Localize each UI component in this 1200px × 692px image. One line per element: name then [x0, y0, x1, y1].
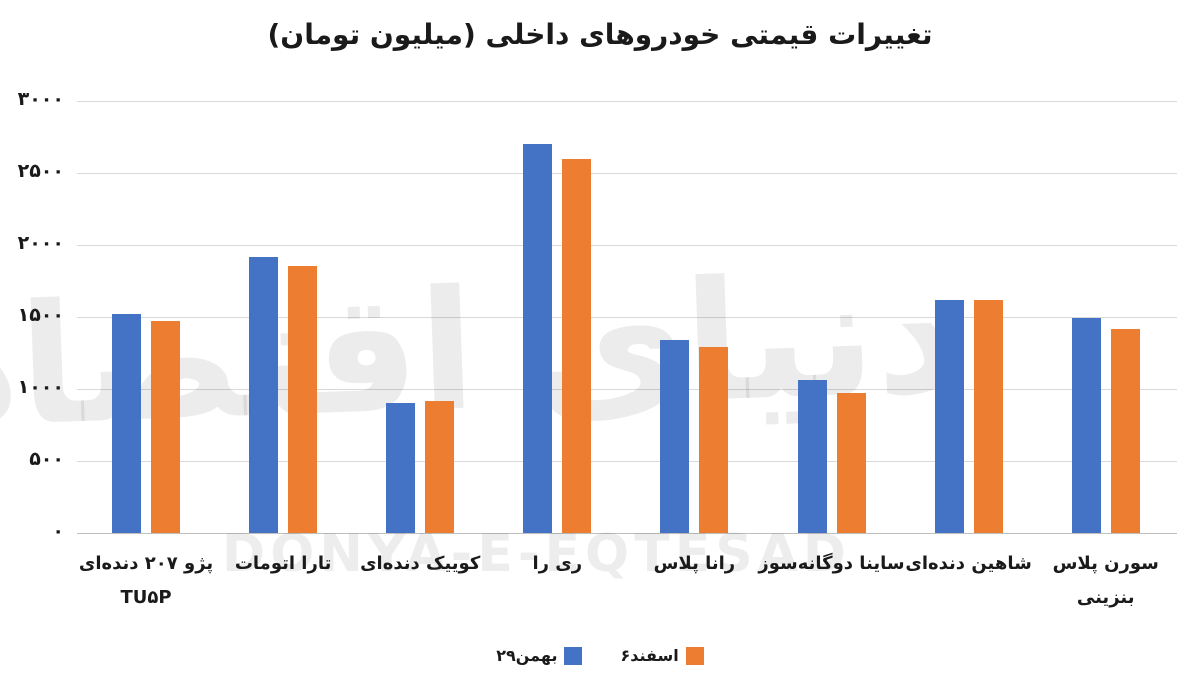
x-category-label-line: بنزینی [1076, 587, 1135, 608]
x-category-label-line: تارا اتومات [234, 553, 332, 574]
bar-۲۹بهمن-cat3 [386, 403, 416, 533]
legend-color-swatch [685, 646, 704, 665]
gridline [77, 316, 1177, 318]
bar-۲۹بهمن-cat2 [249, 256, 279, 533]
chart-title: تغییرات قیمتی خودروهای داخلی (میلیون توم… [267, 18, 933, 51]
x-category-label: ری را [472, 547, 642, 581]
legend: ۲۹بهمن ۶اسفند [0, 646, 1200, 665]
y-tick-label: ۲۰۰۰ [17, 232, 64, 254]
gridline [77, 172, 1177, 174]
x-category-label-line: ری را [532, 553, 583, 574]
x-category-label: تارا اتومات [198, 547, 368, 581]
legend-label: ۲۹بهمن [496, 646, 558, 665]
legend-item: ۶اسفند [620, 646, 704, 665]
bar-۶اسفند-cat1 [151, 320, 180, 533]
x-category-label-line: سورن پلاس [1052, 553, 1159, 574]
bar-۶اسفند-cat5 [699, 347, 729, 533]
y-tick-label: ۲۵۰۰ [17, 160, 64, 182]
bar-۲۹بهمن-cat8 [1071, 317, 1101, 533]
x-category-label: ساینا دوگانه‌سوز [747, 547, 917, 581]
x-category-label-line: ساینا دوگانه‌سوز [758, 553, 905, 574]
gridline [77, 244, 1177, 246]
x-axis-line [77, 532, 1177, 534]
bar-۲۹بهمن-cat5 [660, 340, 690, 533]
x-category-label-line: رانا پلاس [653, 553, 736, 574]
bar-۲۹بهمن-cat4 [523, 144, 553, 533]
bar-۲۹بهمن-cat7 [934, 299, 964, 533]
bar-۶اسفند-cat7 [973, 299, 1003, 533]
x-category-label-line: کوییک دنده‌ای [360, 553, 481, 574]
y-tick-label: ۳۰۰۰ [17, 88, 64, 110]
bar-۶اسفند-cat2 [288, 265, 318, 533]
x-category-label: شاهین دنده‌ای [884, 547, 1054, 581]
legend-color-swatch [564, 646, 583, 665]
bar-۶اسفند-cat6 [836, 393, 866, 533]
x-category-label: کوییک دنده‌ای [335, 547, 505, 581]
bar-۲۹بهمن-cat1 [112, 314, 141, 533]
bar-۶اسفند-cat8 [1110, 329, 1140, 533]
bar-۶اسفند-cat4 [562, 158, 592, 533]
legend-item: ۲۹بهمن [496, 646, 583, 665]
y-tick-label: ۱۵۰۰ [17, 304, 64, 326]
gridline [77, 100, 1177, 102]
y-tick-label: ۱۰۰۰ [17, 376, 64, 398]
gridline [77, 388, 1177, 390]
x-category-label-line: TU۵P [120, 587, 172, 608]
x-category-label: رانا پلاس [609, 547, 779, 581]
bar-۶اسفند-cat3 [425, 400, 455, 533]
legend-label: ۶اسفند [620, 646, 679, 665]
y-tick-label: ۵۰۰ [29, 448, 64, 470]
x-category-label: پژو ۲۰۷ دنده‌ای TU۵P [61, 547, 231, 615]
bar-۲۹بهمن-cat6 [797, 380, 827, 533]
x-category-label-line: شاهین دنده‌ای [905, 553, 1032, 574]
y-tick-label: ۰ [52, 520, 64, 542]
x-category-label-line: پژو ۲۰۷ دنده‌ای [78, 553, 214, 574]
x-category-label: سورن پلاس بنزینی [1021, 547, 1191, 615]
gridline [77, 460, 1177, 462]
